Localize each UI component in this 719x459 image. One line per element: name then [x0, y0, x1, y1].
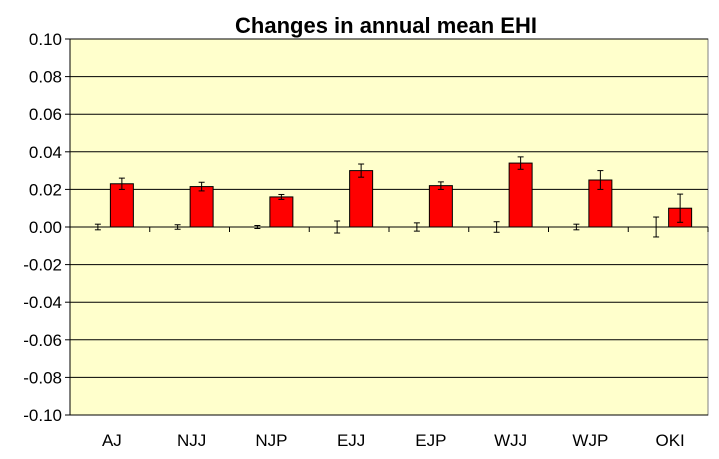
- bar: [508, 162, 533, 228]
- x-tick-label: AJ: [102, 431, 122, 450]
- x-tick-label: OKI: [655, 431, 684, 450]
- bar: [349, 170, 374, 228]
- y-tick-label: 0.02: [29, 180, 62, 199]
- bar: [269, 196, 294, 228]
- y-tick-label: 0.00: [29, 218, 62, 237]
- chart-title: Changes in annual mean EHI: [235, 13, 537, 38]
- x-tick-label: NJJ: [177, 431, 206, 450]
- gridlines: [70, 38, 708, 416]
- x-tick-label: EJP: [415, 431, 446, 450]
- x-tick-label: NJP: [255, 431, 287, 450]
- x-axis: AJ NJJ NJP EJJ EJP WJJ WJP OKI: [69, 226, 709, 450]
- y-tick-label: -0.04: [23, 293, 62, 312]
- y-tick-label: -0.08: [23, 368, 62, 387]
- y-tick-label: -0.06: [23, 331, 62, 350]
- bar: [428, 185, 453, 228]
- bar: [189, 186, 214, 228]
- x-tick-label: WJP: [572, 431, 608, 450]
- bars: [94, 156, 693, 238]
- bar: [109, 183, 134, 228]
- y-tick-label: 0.10: [29, 30, 62, 49]
- y-tick-label: 0.04: [29, 143, 62, 162]
- y-tick-label: 0.08: [29, 68, 62, 87]
- x-tick-label: WJJ: [494, 431, 527, 450]
- x-tick-label: EJJ: [337, 431, 365, 450]
- y-tick-label: 0.06: [29, 105, 62, 124]
- y-tick-label: -0.10: [23, 406, 62, 425]
- y-tick-label: -0.02: [23, 256, 62, 275]
